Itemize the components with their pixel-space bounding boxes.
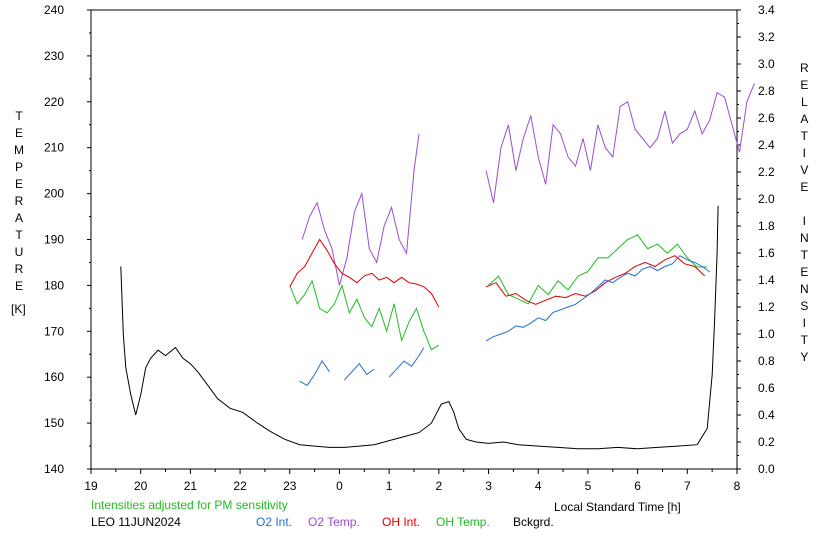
- right-tick-label: 1.8: [758, 219, 775, 233]
- legend-bckgrd: Bckgrd.: [513, 515, 554, 529]
- series-line-oh-temp: [289, 279, 440, 351]
- left-tick-label: 170: [44, 324, 64, 338]
- x-tick-label: 4: [535, 479, 542, 493]
- right-tick-label: 2.6: [758, 111, 775, 125]
- x-tick-label: 2: [436, 479, 443, 493]
- series-line-oh-temp: [488, 234, 708, 305]
- right-tick-label: 0.4: [758, 408, 775, 422]
- station-date-label: LEO 11JUN2024: [91, 515, 181, 529]
- left-tick-label: 200: [44, 187, 64, 201]
- x-tick-label: 6: [634, 479, 641, 493]
- legend-oh-int: OH Int.: [382, 515, 421, 529]
- left-tick-label: 140: [44, 462, 64, 476]
- tick-labels-group: 1401501601701801902002102202302400.00.20…: [44, 3, 775, 493]
- left-tick-label: 240: [44, 3, 64, 17]
- series-line-o2-temp: [485, 83, 755, 203]
- right-tick-label: 2.8: [758, 84, 775, 98]
- x-tick-label: 0: [336, 479, 343, 493]
- x-tick-label: 7: [684, 479, 691, 493]
- series-line-o2-temp: [301, 133, 420, 286]
- x-axis-label: Local Standard Time [h]: [554, 500, 681, 514]
- series-line-o2-int: [344, 362, 375, 381]
- series-line-o2-int: [299, 360, 330, 386]
- left-axis-unit: [K]: [11, 302, 26, 316]
- right-tick-label: 1.2: [758, 300, 775, 314]
- legend-o2-temp: O2 Temp.: [308, 515, 360, 529]
- right-tick-label: 3.4: [758, 3, 775, 17]
- series-line-o2-int: [388, 347, 425, 378]
- right-tick-label: 0.6: [758, 381, 775, 395]
- left-tick-label: 230: [44, 49, 64, 63]
- right-tick-label: 2.0: [758, 192, 775, 206]
- right-tick-label: 0.8: [758, 354, 775, 368]
- left-tick-label: 160: [44, 370, 64, 384]
- legend-o2-int: O2 Int.: [256, 515, 293, 529]
- right-tick-label: 0.2: [758, 435, 775, 449]
- x-tick-label: 20: [134, 479, 148, 493]
- series-group: [120, 83, 755, 450]
- series-line-oh-int: [485, 255, 706, 305]
- sensitivity-note: Intensities adjusted for PM sensitivity: [91, 498, 288, 512]
- x-tick-label: 19: [84, 479, 98, 493]
- series-line-oh-int: [289, 238, 440, 308]
- series-line-bckgrd: [120, 205, 719, 450]
- x-tick-label: 1: [386, 479, 393, 493]
- x-tick-label: 8: [734, 479, 741, 493]
- right-tick-label: 3.0: [758, 57, 775, 71]
- x-tick-label: 5: [585, 479, 592, 493]
- right-tick-label: 1.6: [758, 246, 775, 260]
- right-tick-label: 0.0: [758, 462, 775, 476]
- left-tick-label: 180: [44, 278, 64, 292]
- left-tick-label: 190: [44, 233, 64, 247]
- plot-frame: [90, 9, 738, 470]
- left-tick-label: 210: [44, 141, 64, 155]
- series-line-o2-int: [485, 255, 710, 342]
- right-tick-label: 3.2: [758, 30, 775, 44]
- right-tick-label: 2.4: [758, 138, 775, 152]
- x-tick-label: 22: [233, 479, 247, 493]
- axes-group: [87, 9, 741, 474]
- x-tick-label: 21: [184, 479, 198, 493]
- right-tick-label: 2.2: [758, 165, 775, 179]
- right-tick-label: 1.4: [758, 273, 775, 287]
- x-tick-label: 23: [283, 479, 297, 493]
- left-tick-label: 220: [44, 95, 64, 109]
- left-tick-label: 150: [44, 416, 64, 430]
- x-tick-label: 3: [485, 479, 492, 493]
- right-tick-label: 1.0: [758, 327, 775, 341]
- legend-oh-temp: OH Temp.: [436, 515, 490, 529]
